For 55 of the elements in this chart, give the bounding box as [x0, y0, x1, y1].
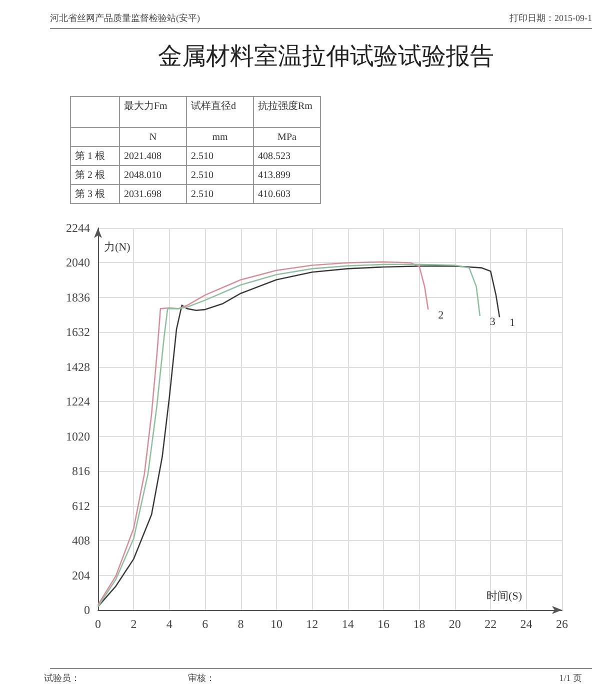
y-tick-label: 2040 — [66, 256, 90, 270]
text: 打印日期：2015-09-1 — [510, 12, 592, 25]
x-tick-label: 18 — [413, 617, 426, 631]
x-tick-label: 12 — [306, 617, 318, 631]
y-tick-label: 408 — [72, 534, 90, 548]
text: 2021.408 — [120, 146, 186, 166]
series-label: 3 — [490, 316, 496, 328]
text: 审核： — [188, 672, 215, 685]
text: 2.510 — [186, 184, 254, 204]
text: 410.603 — [254, 184, 320, 204]
text: 2031.698 — [120, 184, 186, 204]
x-tick-label: 20 — [448, 617, 461, 631]
y-tick-label: 2244 — [66, 221, 90, 235]
x-tick-label: 4 — [166, 617, 172, 631]
y-tick-label: 1428 — [66, 360, 90, 374]
y-tick-label: 1224 — [66, 394, 90, 409]
y-tick-label: 1020 — [66, 429, 90, 444]
text: 2048.010 — [120, 166, 186, 184]
text: mm — [186, 128, 254, 146]
text: 413.899 — [254, 166, 320, 184]
text: 第 3 根 — [70, 184, 120, 204]
y-tick-label: 1632 — [66, 325, 90, 340]
text: 试验员： — [44, 672, 80, 685]
text: N — [120, 128, 186, 146]
y-tick-label: 1836 — [66, 290, 90, 304]
x-tick-label: 2 — [130, 617, 137, 631]
text: 408.523 — [254, 146, 320, 166]
y-tick-label: 816 — [72, 464, 90, 478]
text: 河北省丝网产品质量监督检验站(安平) — [50, 12, 200, 25]
series-label: 2 — [438, 310, 444, 322]
series-label: 1 — [510, 317, 516, 330]
x-axis-title: 时间(S) — [486, 590, 522, 602]
text: 第 1 根 — [70, 146, 120, 166]
y-tick-label: 0 — [84, 603, 90, 617]
chart-title: 金属材料室温拉伸试验试验报告 — [158, 42, 494, 72]
x-tick-label: 0 — [95, 617, 101, 631]
text: MPa — [254, 128, 320, 146]
x-tick-label: 8 — [238, 617, 244, 631]
x-tick-label: 10 — [270, 617, 282, 631]
x-tick-label: 6 — [202, 617, 208, 631]
text: 第 2 根 — [70, 166, 120, 184]
y-axis-title: 力(N) — [104, 240, 131, 254]
y-tick-label: 612 — [72, 498, 90, 513]
y-tick-label: 204 — [72, 568, 90, 582]
x-tick-label: 26 — [556, 617, 568, 631]
x-tick-label: 24 — [520, 617, 532, 631]
x-tick-label: 16 — [378, 617, 390, 631]
text: 2.510 — [186, 166, 254, 184]
text: 2.510 — [186, 146, 254, 166]
text: 1/1 页 — [559, 672, 582, 685]
text: 试样直径d — [186, 96, 254, 128]
x-tick-label: 22 — [484, 617, 497, 631]
x-tick-label: 14 — [342, 617, 354, 631]
text: 抗拉强度Rm — [254, 96, 320, 128]
text: 最大力Fm — [120, 96, 186, 128]
